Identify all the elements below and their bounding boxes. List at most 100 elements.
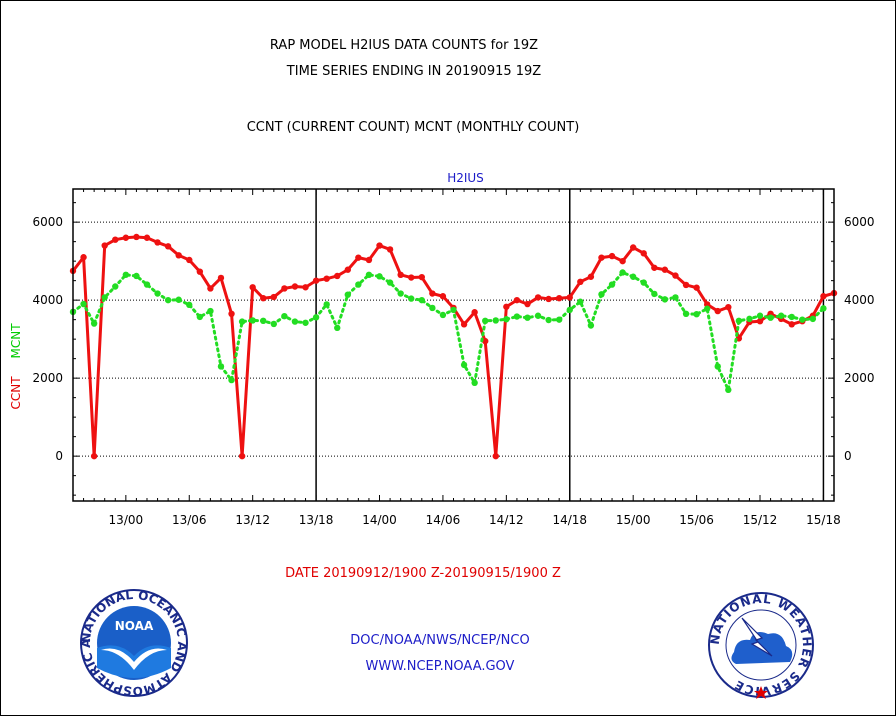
data-point-mcnt: [682, 310, 690, 317]
x-tick-label: 13/18: [299, 513, 334, 527]
data-point-mcnt: [429, 304, 436, 312]
data-point-ccnt: [619, 257, 626, 265]
y-tick-label-left: 0: [55, 449, 63, 463]
data-point-ccnt: [344, 266, 352, 273]
y-tick-label-right: 6000: [844, 215, 875, 229]
data-point-ccnt: [355, 254, 362, 261]
data-point-mcnt: [291, 318, 299, 325]
data-point-mcnt: [513, 313, 521, 320]
data-point-mcnt: [323, 301, 330, 308]
data-point-mcnt: [355, 281, 362, 288]
x-tick-label: 14/06: [426, 513, 461, 527]
data-point-mcnt: [260, 317, 267, 325]
data-point-ccnt: [228, 310, 235, 317]
data-point-ccnt: [429, 290, 436, 297]
data-point-mcnt: [608, 281, 616, 288]
data-point-ccnt: [788, 321, 795, 328]
data-point-mcnt: [767, 314, 774, 321]
data-point-ccnt: [154, 239, 161, 246]
y-axis-label-ccnt: CCNT: [9, 376, 23, 410]
data-point-mcnt: [228, 376, 235, 384]
data-point-ccnt: [725, 303, 732, 311]
data-point-mcnt: [334, 324, 341, 332]
data-point-ccnt: [608, 252, 616, 260]
data-point-ccnt: [672, 272, 679, 279]
data-point-ccnt: [334, 272, 341, 280]
data-point-ccnt: [682, 281, 690, 289]
data-point-ccnt: [492, 452, 499, 460]
data-point-mcnt: [270, 320, 278, 328]
data-point-mcnt: [799, 316, 806, 323]
data-point-mcnt: [164, 296, 172, 304]
data-point-ccnt: [545, 295, 552, 303]
series-line-mcnt: [71, 270, 825, 392]
data-point-mcnt: [90, 320, 98, 327]
data-point-ccnt: [175, 252, 182, 259]
plot-title: H2IUS: [447, 171, 484, 185]
data-point-ccnt: [196, 268, 204, 275]
data-point-mcnt: [820, 305, 827, 312]
data-point-mcnt: [80, 300, 87, 308]
data-point-mcnt: [598, 291, 605, 298]
x-tick-label: 14/12: [489, 513, 524, 527]
data-point-mcnt: [524, 314, 531, 321]
data-point-mcnt: [735, 317, 743, 325]
data-point-mcnt: [207, 307, 214, 315]
tick-marks: [73, 189, 834, 501]
x-tick-label: 14/00: [362, 513, 397, 527]
data-point-ccnt: [693, 284, 700, 291]
data-point-ccnt: [534, 294, 542, 301]
data-point-mcnt: [133, 272, 140, 280]
data-point-mcnt: [482, 317, 489, 325]
url-link[interactable]: WWW.NCEP.NOAA.GOV: [365, 659, 515, 674]
data-point-mcnt: [746, 315, 753, 323]
data-point-ccnt: [164, 243, 172, 250]
data-point-mcnt: [143, 281, 151, 288]
data-point-mcnt: [503, 316, 510, 323]
plot-border: [72, 188, 835, 502]
x-tick-labels: 13/00 13/06 13/12 13/18 14/00 14/06 14/12 14/18…: [109, 513, 841, 527]
data-point-mcnt: [397, 290, 404, 297]
series-line-ccnt: [71, 235, 836, 458]
data-point-mcnt: [450, 306, 457, 314]
data-point-ccnt: [323, 275, 330, 282]
data-point-mcnt: [112, 283, 119, 290]
data-point-ccnt: [524, 300, 531, 308]
data-point-ccnt: [397, 271, 404, 278]
data-point-mcnt: [418, 296, 425, 304]
data-point-mcnt: [344, 291, 352, 298]
x-tick-label: 13/06: [172, 513, 207, 527]
data-point-mcnt: [714, 363, 721, 370]
data-point-mcnt: [196, 313, 204, 321]
y-tick-label-right: 0: [844, 449, 852, 463]
chart-header-line3: CCNT (CURRENT COUNT) MCNT (MONTHLY COUNT…: [246, 120, 580, 135]
y-tick-labels-left: 0 2000 4000 6000: [32, 215, 63, 463]
data-point-ccnt: [281, 285, 288, 292]
data-point-mcnt: [545, 316, 552, 324]
data-point-mcnt: [492, 317, 499, 324]
y-tick-label-right: 4000: [844, 293, 875, 307]
data-point-ccnt: [143, 234, 151, 241]
y-axis-label: CCNT MCNT: [9, 323, 23, 410]
data-point-mcnt: [471, 379, 478, 387]
data-point-ccnt: [460, 321, 468, 328]
data-point-ccnt: [513, 296, 521, 304]
data-point-ccnt: [90, 452, 98, 460]
day-boundary-lines: [315, 189, 825, 501]
y-axis-label-mcnt: MCNT: [9, 323, 23, 359]
data-point-mcnt: [809, 315, 817, 323]
data-point-ccnt: [133, 233, 140, 241]
data-point-mcnt: [186, 301, 193, 309]
data-point-mcnt: [460, 361, 468, 369]
data-point-mcnt: [439, 311, 447, 319]
data-point-ccnt: [260, 295, 267, 302]
x-tick-label: 15/18: [806, 513, 841, 527]
data-point-mcnt: [408, 295, 415, 302]
data-point-mcnt: [577, 298, 584, 305]
data-point-mcnt: [651, 290, 658, 298]
data-point-mcnt: [555, 316, 563, 323]
data-point-mcnt: [725, 386, 732, 394]
y-tick-label-right: 2000: [844, 371, 875, 385]
data-point-mcnt: [249, 317, 256, 324]
